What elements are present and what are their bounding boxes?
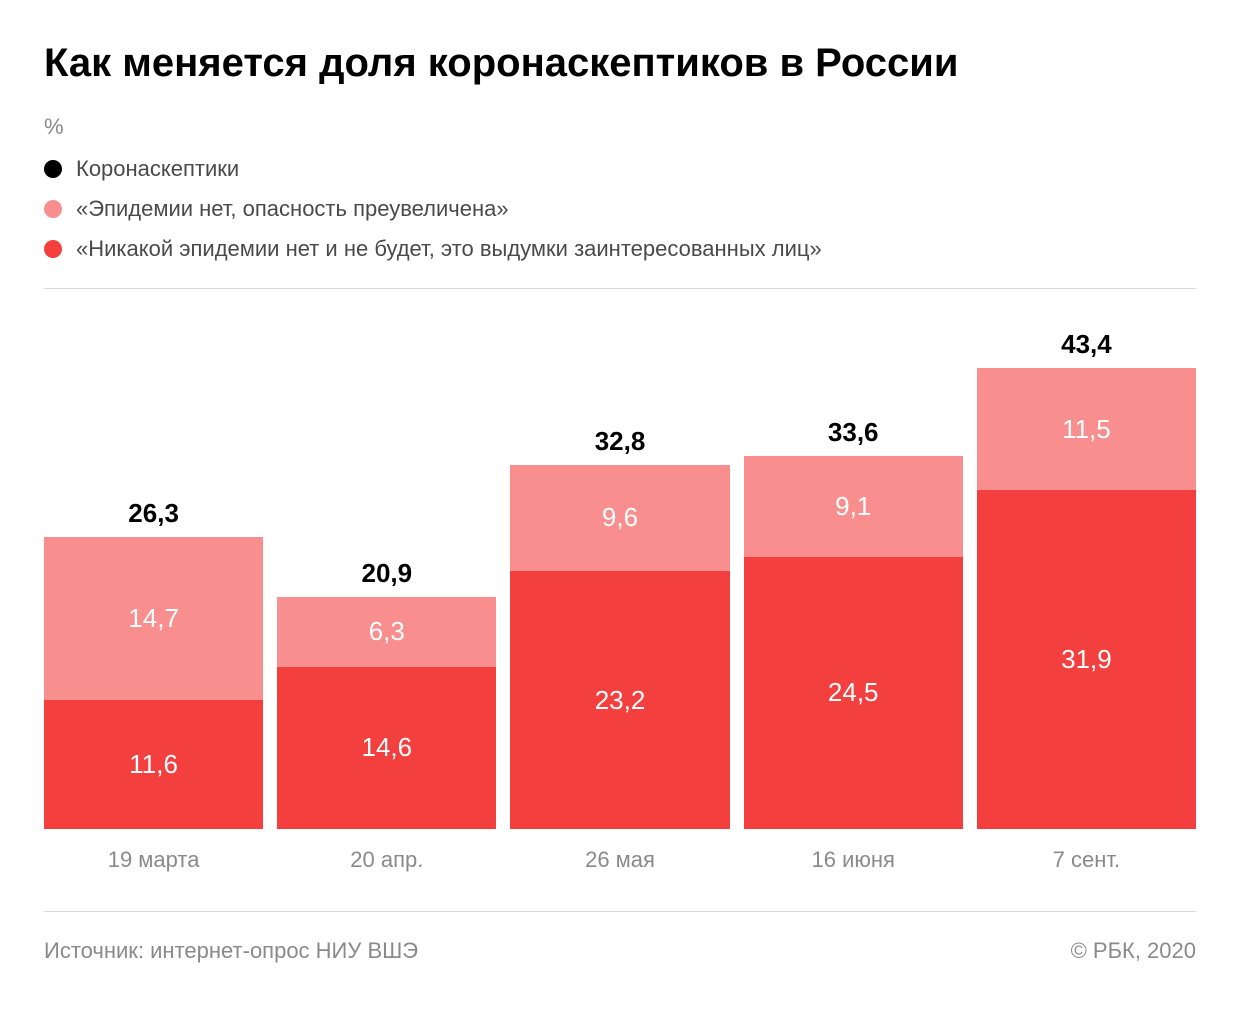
bar-segment-bottom: 23,2 <box>510 571 729 829</box>
x-axis: 19 марта 20 апр. 26 мая 16 июня 7 сент. <box>44 847 1196 873</box>
plot-area: 26,3 14,7 11,6 20,9 6,3 14,6 32,8 9,6 23,2 33,6 9,… <box>44 329 1196 829</box>
bar-segment-label: 9,6 <box>602 502 638 533</box>
source-text: Источник: интернет-опрос НИУ ВШЭ <box>44 938 418 964</box>
legend: Коронаскептики «Эпидемии нет, опасность … <box>44 156 1196 262</box>
bar-segment-label: 14,6 <box>362 732 413 763</box>
bar-segment-top: 6,3 <box>277 597 496 667</box>
bar-segment-top: 14,7 <box>44 537 263 700</box>
unit-label: % <box>44 114 1196 140</box>
x-axis-label: 19 марта <box>44 847 263 873</box>
bar-segment-bottom: 11,6 <box>44 700 263 829</box>
bar-total-label: 26,3 <box>44 498 263 529</box>
bar-segment-label: 9,1 <box>835 491 871 522</box>
bar-segment-label: 31,9 <box>1061 644 1112 675</box>
bar-segment-label: 6,3 <box>369 616 405 647</box>
legend-item: «Эпидемии нет, опасность преувеличена» <box>44 196 1196 222</box>
x-axis-label: 7 сент. <box>977 847 1196 873</box>
legend-swatch-icon <box>44 200 62 218</box>
copyright-text: © РБК, 2020 <box>1071 938 1196 964</box>
bar-segment-top: 11,5 <box>977 368 1196 490</box>
bar-group: 33,6 9,1 24,5 <box>744 329 963 829</box>
x-axis-label: 16 июня <box>744 847 963 873</box>
bar-segment-label: 24,5 <box>828 677 879 708</box>
bar-total-label: 20,9 <box>277 558 496 589</box>
bar-segment-label: 11,6 <box>129 749 178 780</box>
footer: Источник: интернет-опрос НИУ ВШЭ © РБК, … <box>44 911 1196 964</box>
x-axis-label: 26 мая <box>510 847 729 873</box>
divider <box>44 288 1196 289</box>
legend-label: Коронаскептики <box>76 156 239 182</box>
chart: 26,3 14,7 11,6 20,9 6,3 14,6 32,8 9,6 23,2 33,6 9,… <box>44 329 1196 873</box>
bar-segment-label: 11,5 <box>1062 414 1111 445</box>
legend-item: Коронаскептики <box>44 156 1196 182</box>
chart-title: Как меняется доля коронаскептиков в Росс… <box>44 40 1196 86</box>
legend-item: «Никакой эпидемии нет и не будет, это вы… <box>44 236 1196 262</box>
bar-segment-top: 9,6 <box>510 465 729 572</box>
bar-segment-bottom: 14,6 <box>277 667 496 829</box>
legend-label: «Эпидемии нет, опасность преувеличена» <box>76 196 509 222</box>
legend-label: «Никакой эпидемии нет и не будет, это вы… <box>76 236 822 262</box>
bar-segment-top: 9,1 <box>744 456 963 557</box>
legend-swatch-icon <box>44 160 62 178</box>
bar-segment-bottom: 24,5 <box>744 557 963 829</box>
bar-group: 32,8 9,6 23,2 <box>510 329 729 829</box>
bar-group: 26,3 14,7 11,6 <box>44 329 263 829</box>
bar-total-label: 33,6 <box>744 417 963 448</box>
bar-group: 20,9 6,3 14,6 <box>277 329 496 829</box>
bar-segment-bottom: 31,9 <box>977 490 1196 829</box>
bar-segment-label: 14,7 <box>128 603 179 634</box>
bar-group: 43,4 11,5 31,9 <box>977 329 1196 829</box>
bar-total-label: 32,8 <box>510 426 729 457</box>
bar-total-label: 43,4 <box>977 329 1196 360</box>
legend-swatch-icon <box>44 240 62 258</box>
x-axis-label: 20 апр. <box>277 847 496 873</box>
bar-segment-label: 23,2 <box>595 685 646 716</box>
